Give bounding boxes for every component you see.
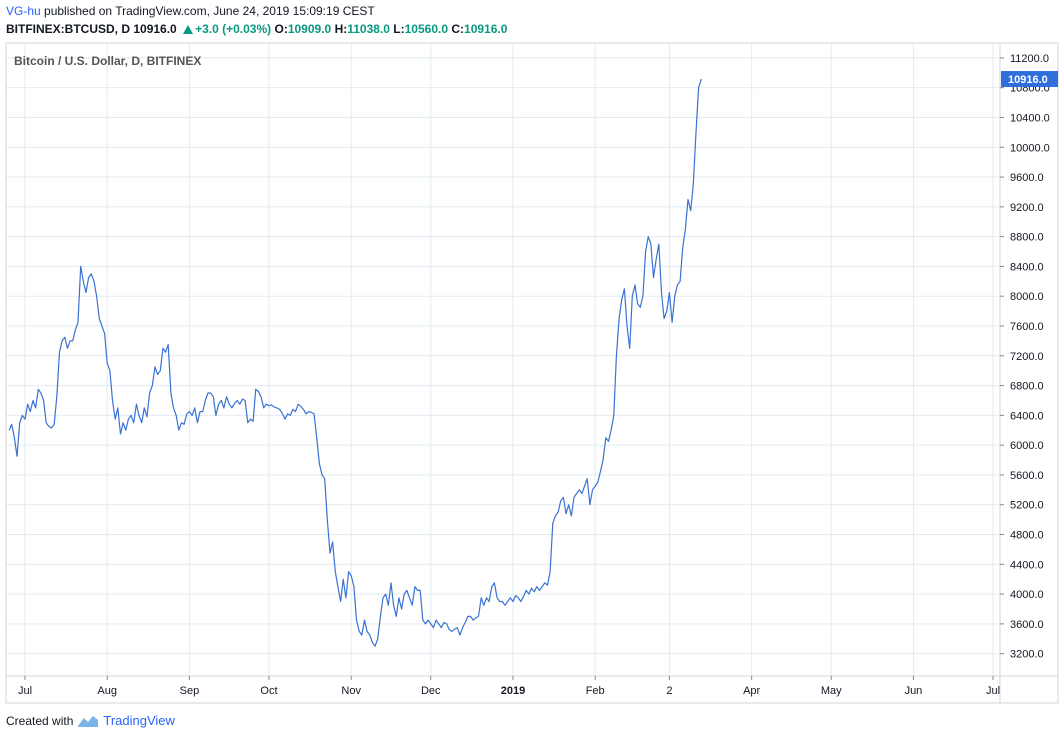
price-tick-label: 6000.0 bbox=[1010, 440, 1044, 452]
price-tick-label: 8000.0 bbox=[1010, 291, 1044, 303]
price-tick-label: 10400.0 bbox=[1010, 112, 1050, 124]
change-value: +3.0 (+0.03%) bbox=[195, 22, 272, 36]
author-link[interactable]: VG-hu bbox=[6, 4, 41, 18]
price-tick-label: 6400.0 bbox=[1010, 410, 1044, 422]
price-tick-label: 8800.0 bbox=[1010, 232, 1044, 244]
publish-info: VG-hu published on TradingView.com, June… bbox=[6, 4, 375, 18]
last-price-marker: 10916.0 bbox=[1001, 71, 1058, 88]
price-tick-label: 7600.0 bbox=[1010, 321, 1044, 333]
footer: Created with TradingView bbox=[6, 713, 175, 728]
time-tick-label: Dec bbox=[421, 685, 441, 697]
time-tick-label: Sep bbox=[180, 685, 200, 697]
published-text: published on TradingView.com, June 24, 2… bbox=[44, 4, 375, 18]
time-tick-label: 2019 bbox=[501, 685, 525, 697]
symbol-label: BITFINEX:BTCUSD, D bbox=[6, 22, 130, 36]
price-line-BTCUSD bbox=[8, 78, 702, 647]
time-tick-label: Apr bbox=[743, 685, 760, 697]
close-value: 10916.0 bbox=[464, 22, 508, 36]
low-value: 10560.0 bbox=[404, 22, 449, 36]
price-tick-label: 9600.0 bbox=[1010, 172, 1044, 184]
chart-frame bbox=[5, 42, 1059, 704]
price-tick-label: 5600.0 bbox=[1010, 470, 1044, 482]
time-tick-label: Jun bbox=[905, 685, 923, 697]
price-tick-label: 4000.0 bbox=[1010, 589, 1044, 601]
price-tick-label: 3200.0 bbox=[1010, 649, 1044, 661]
time-axis[interactable]: Jul Aug Sep Oct Nov Dec 2019 Feb 2 Apr May Jun Jul bbox=[18, 676, 1000, 697]
price-tick-label: 5200.0 bbox=[1010, 500, 1044, 512]
high-value: 11038.0 bbox=[347, 22, 390, 36]
price-axis[interactable]: 3200.0 3600.0 4000.0 4400.0 4800.0 5200.0 5600… bbox=[1000, 53, 1050, 661]
open-value: 10909.0 bbox=[287, 22, 332, 36]
last-price-badge-label: 10916.0 bbox=[1008, 74, 1048, 86]
price-tick-label: 4800.0 bbox=[1010, 530, 1044, 542]
open-label: O: bbox=[274, 22, 288, 36]
tradingview-logo-icon bbox=[78, 715, 99, 727]
created-with-text: Created with bbox=[6, 713, 74, 728]
time-tick-label: Aug bbox=[97, 685, 117, 697]
price-tick-label: 3600.0 bbox=[1010, 619, 1044, 631]
time-tick-label: May bbox=[821, 685, 842, 697]
tradingview-brand-link[interactable]: TradingView bbox=[103, 713, 175, 728]
last-price: 10916.0 bbox=[133, 22, 177, 36]
price-tick-label: 7200.0 bbox=[1010, 351, 1044, 363]
time-tick-label: Jul bbox=[18, 685, 32, 697]
price-tick-label: 4400.0 bbox=[1010, 559, 1044, 571]
price-tick-label: 10000.0 bbox=[1010, 142, 1050, 154]
chart-legend-title: Bitcoin / U.S. Dollar, D, BITFINEX bbox=[14, 54, 202, 68]
time-tick-label: 2 bbox=[666, 685, 672, 697]
time-tick-label: Oct bbox=[260, 685, 277, 697]
last-price-badge bbox=[1001, 71, 1058, 88]
ohlc-bar: BITFINEX:BTCUSD, D 10916.0 +3.0 (+0.03%)… bbox=[6, 22, 507, 36]
time-tick-label: Nov bbox=[341, 685, 361, 697]
price-tick-label: 11200.0 bbox=[1010, 53, 1049, 65]
price-tick-label: 9200.0 bbox=[1010, 202, 1044, 214]
up-arrow-icon bbox=[183, 25, 194, 34]
time-tick-label: Feb bbox=[586, 685, 605, 697]
low-label: L: bbox=[393, 22, 405, 36]
price-tick-label: 8400.0 bbox=[1010, 261, 1044, 273]
grid-lines bbox=[6, 43, 1000, 676]
price-tick-label: 6800.0 bbox=[1010, 381, 1044, 393]
series-group bbox=[8, 78, 702, 647]
time-tick-label: Jul bbox=[986, 685, 1000, 697]
close-label: C: bbox=[451, 22, 465, 36]
high-label: H: bbox=[334, 22, 348, 36]
